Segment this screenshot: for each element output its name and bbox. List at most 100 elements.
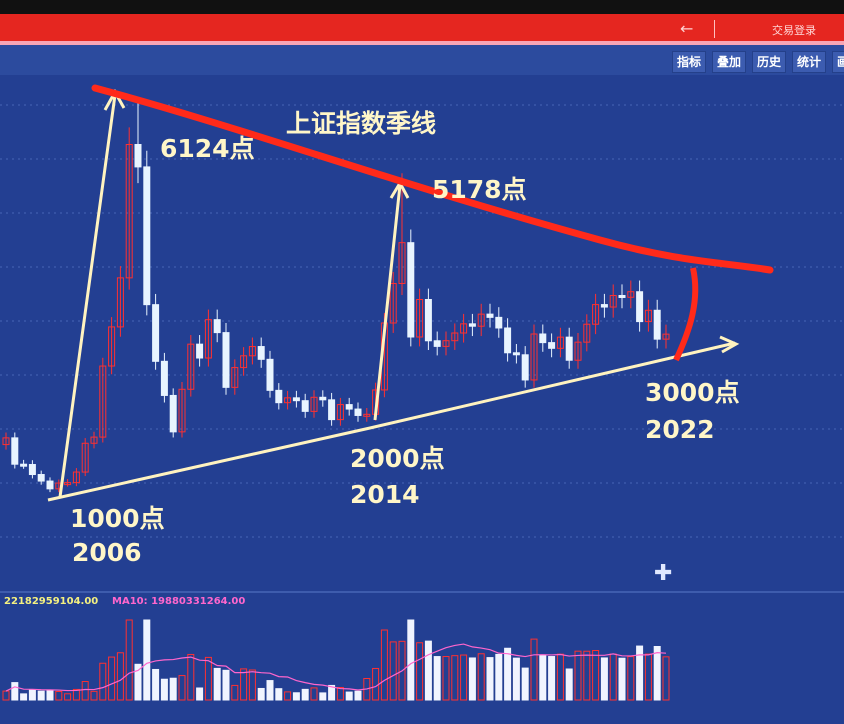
candle-down <box>504 327 512 354</box>
candle-up <box>398 242 406 284</box>
candle-down <box>521 354 529 381</box>
candle-up <box>2 437 10 446</box>
candle-down <box>169 394 177 433</box>
support-trendline <box>47 341 736 502</box>
volume-bar <box>301 688 309 701</box>
overlay-button[interactable]: 叠加 <box>712 51 747 73</box>
quarterly-candlestick-chart: 22182959104.00 MA10: 19880331264.00 上证指数… <box>0 84 844 701</box>
volume-bar <box>28 689 36 701</box>
candle-up <box>662 333 670 340</box>
title-bar: ← 交易登录 <box>0 14 844 44</box>
volume-bar <box>539 654 547 701</box>
volume-bar <box>328 684 336 701</box>
candle-up <box>609 294 617 308</box>
volume-bar <box>556 653 564 701</box>
volume-bar <box>257 687 265 701</box>
rise-arrow-2006 <box>58 88 126 498</box>
annotation-2000: 2000点 <box>350 444 445 473</box>
candle-up <box>248 346 256 357</box>
volume-bar <box>160 678 168 701</box>
candle-down <box>328 399 336 421</box>
screen-bezel <box>0 0 844 14</box>
candle-down <box>565 336 573 361</box>
candle-up <box>389 282 397 324</box>
candle-up <box>644 309 652 323</box>
candle-down <box>143 166 151 306</box>
volume-bar <box>636 645 644 701</box>
statistics-button[interactable]: 统计 <box>792 51 827 73</box>
volume-bar <box>460 654 468 701</box>
candle-down <box>354 408 362 416</box>
candle-down <box>636 291 644 323</box>
candle-up <box>204 319 212 359</box>
candle-down <box>134 143 142 168</box>
candle-down <box>539 333 547 344</box>
volume-bar <box>495 653 503 701</box>
annotation-1000: 1000点 <box>70 504 165 533</box>
candle-down <box>37 474 45 482</box>
resistance-trendline <box>91 84 774 274</box>
candle-up <box>187 343 195 390</box>
volume-bar <box>37 690 45 701</box>
indicator-button[interactable]: 指标 <box>672 51 707 73</box>
volume-bar <box>592 650 600 701</box>
history-button[interactable]: 历史 <box>752 51 787 73</box>
volume-bar <box>187 653 195 701</box>
annotation-2022: 2022 <box>645 415 715 444</box>
ma10-label: MA10: 19880331264.00 <box>112 596 245 607</box>
candle-up <box>231 367 239 388</box>
volume-bar <box>248 669 256 701</box>
candle-up <box>64 482 72 486</box>
volume-bar <box>512 657 520 701</box>
volume-bar <box>222 669 230 701</box>
candle-down <box>424 298 432 342</box>
annotation-2006: 2006 <box>72 538 142 567</box>
chart-title: 上证指数季线 <box>286 109 436 138</box>
convergence-mark <box>673 267 699 362</box>
candle-down <box>275 389 283 404</box>
trade-login-button[interactable]: 交易登录 <box>772 24 816 37</box>
annotation-3000: 3000点 <box>645 378 740 407</box>
candle-up <box>99 365 107 438</box>
volume-bar <box>116 652 124 701</box>
volume-bar <box>345 691 353 701</box>
chart-area: 22182959104.00 MA10: 19880331264.00 上证指数… <box>0 75 844 724</box>
candle-down <box>28 464 36 476</box>
candle-down <box>257 346 265 360</box>
crosshair-icon[interactable]: ✚ <box>654 561 672 586</box>
volume-bar <box>389 641 397 701</box>
volume-bar <box>2 690 10 701</box>
draw-button[interactable]: 画 <box>832 51 844 73</box>
volume-bar <box>442 656 450 701</box>
volume-bar <box>72 688 80 701</box>
volume-bar <box>275 688 283 701</box>
volume-bar <box>398 640 406 701</box>
volume-bar <box>336 687 344 701</box>
volume-bar <box>618 657 626 701</box>
divider <box>714 20 715 38</box>
volume-bar <box>284 691 292 701</box>
candle-up <box>178 388 186 433</box>
volume-bar <box>574 650 582 701</box>
candle-down <box>512 352 520 356</box>
volume-bar <box>81 681 89 701</box>
candle-down <box>160 360 168 396</box>
volume-bar <box>486 657 494 701</box>
volume-bar <box>213 667 221 701</box>
toolbar: 指标 叠加 历史 统计 画 <box>0 45 844 75</box>
candle-down <box>433 340 441 347</box>
annotation-2014: 2014 <box>350 480 420 509</box>
arrow-left-icon[interactable]: ← <box>680 19 694 38</box>
volume-bar <box>354 690 362 701</box>
candle-up <box>442 340 450 347</box>
volume-bar <box>169 677 177 701</box>
volume-bar <box>20 693 28 701</box>
candle-down <box>486 313 494 318</box>
candle-down <box>292 397 300 402</box>
candle-up <box>310 396 318 412</box>
candle-up <box>592 304 600 325</box>
volume-bar <box>548 656 556 701</box>
volume-bar <box>662 656 670 701</box>
candle-down <box>319 396 327 401</box>
candle-down <box>266 358 274 391</box>
